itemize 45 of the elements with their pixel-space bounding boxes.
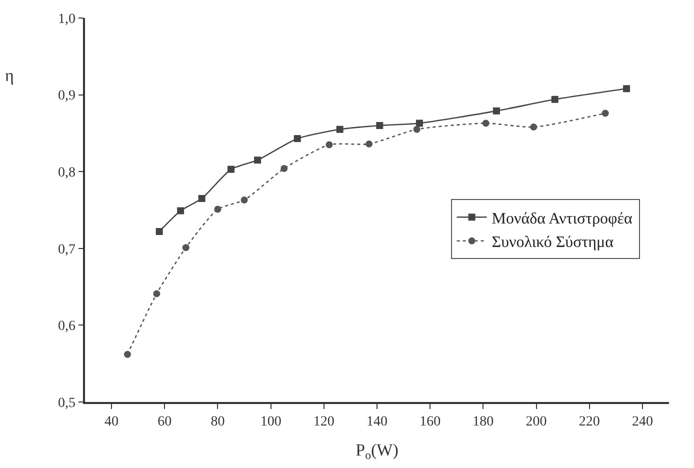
point (482, 120, 490, 127)
point (214, 206, 222, 213)
point (294, 135, 301, 142)
point (551, 96, 558, 103)
point (156, 228, 163, 235)
legend-label: Μονάδα Αντιστροφέα (492, 210, 634, 228)
point (366, 140, 373, 148)
y-tick-label: 0,6 (58, 319, 76, 334)
y-tick-label: 0,8 (58, 166, 76, 180)
point (602, 110, 609, 117)
point (228, 166, 234, 173)
x-tick-label: 160 (420, 414, 441, 430)
point (326, 141, 333, 148)
legend-label: Συνολικό Σύστημα (492, 234, 614, 252)
x-tick-label: 100 (260, 414, 282, 430)
point (124, 350, 131, 358)
point (240, 196, 248, 204)
x-tick-label: 80 (210, 414, 225, 430)
y-tick-label: 0,7 (58, 242, 76, 258)
x-tick-label: 220 (578, 414, 600, 430)
x-tick-label: 40 (104, 414, 119, 430)
point (280, 165, 288, 172)
x-tick-label: 200 (526, 414, 547, 430)
point (376, 122, 384, 130)
x-tick-label: 140 (366, 414, 388, 430)
point (413, 126, 420, 133)
point (182, 244, 190, 252)
y-tick-label: 1,0 (58, 12, 76, 27)
point (530, 124, 538, 131)
point (492, 107, 500, 114)
x-tick-label: 240 (632, 414, 653, 430)
x-tick-label: 180 (472, 414, 494, 430)
y-axis-title: η (5, 66, 14, 85)
y-tick-label: 0,5 (58, 396, 76, 411)
point (416, 120, 423, 127)
x-tick-label: 120 (313, 414, 334, 430)
y-tick-label: 0,9 (58, 88, 76, 104)
point (153, 290, 160, 298)
point (198, 194, 206, 202)
point (177, 207, 184, 214)
point (254, 156, 262, 164)
x-axis-title: P$_{o}$(W) (356, 440, 398, 462)
point (336, 126, 344, 133)
point (623, 85, 630, 92)
x-tick-label: 60 (158, 414, 172, 430)
